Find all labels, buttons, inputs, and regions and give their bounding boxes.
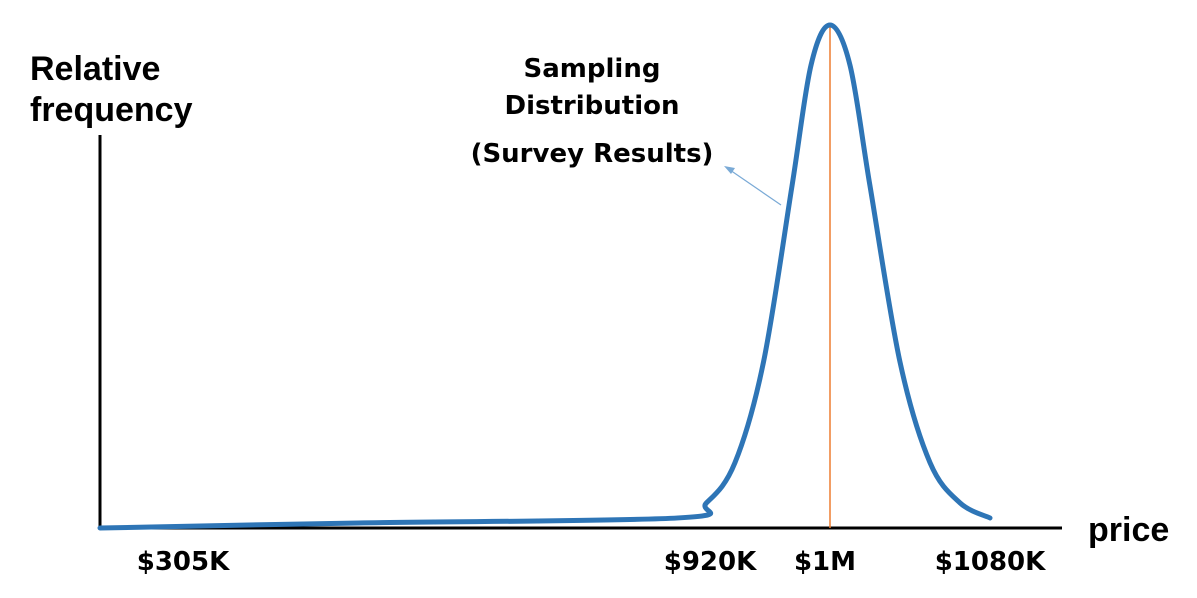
y-axis-label: Relative frequency bbox=[30, 50, 193, 129]
tick-label-305k: $305K bbox=[137, 547, 230, 577]
tick-label-920k: $920K bbox=[664, 547, 757, 577]
annotation-line-3: (Survey Results) bbox=[471, 139, 714, 169]
annotation-arrowhead bbox=[724, 166, 735, 174]
distribution-curve bbox=[97, 22, 993, 531]
y-axis-label-line-2: frequency bbox=[30, 91, 193, 129]
annotation-line-1: Sampling bbox=[524, 54, 661, 84]
x-axis-label: price bbox=[1088, 511, 1169, 549]
tick-label-1m: $1M bbox=[794, 547, 856, 577]
annotation-line-2: Distribution bbox=[505, 91, 680, 121]
annotation-arrow bbox=[729, 169, 782, 206]
tick-label-1080k: $1080K bbox=[935, 547, 1046, 577]
y-axis-label-line-1: Relative bbox=[30, 50, 160, 88]
